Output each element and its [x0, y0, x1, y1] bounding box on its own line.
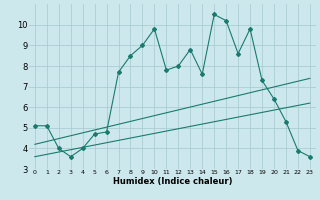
X-axis label: Humidex (Indice chaleur): Humidex (Indice chaleur) [113, 177, 232, 186]
